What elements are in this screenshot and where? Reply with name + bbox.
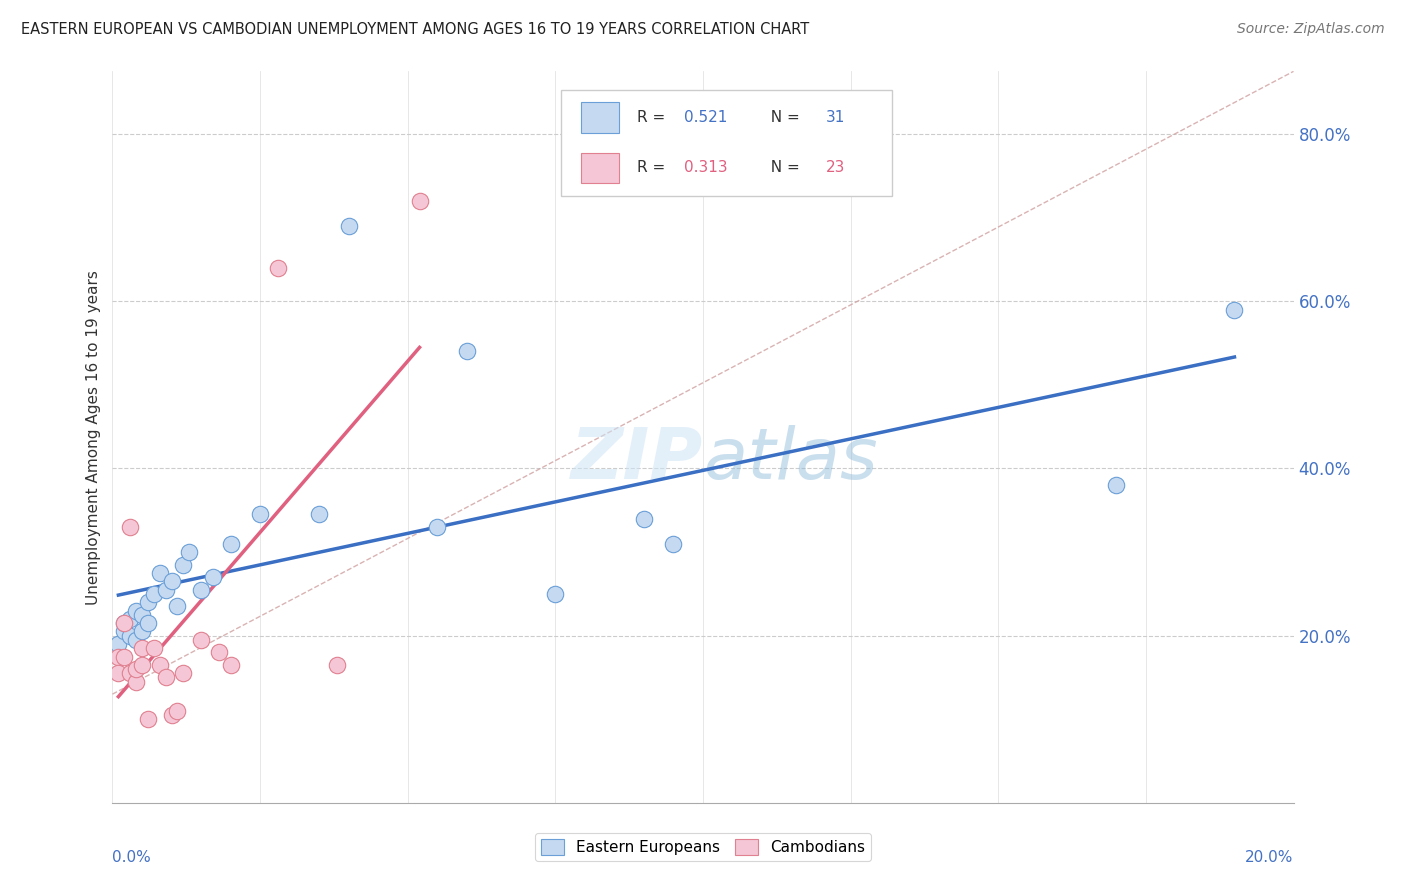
Text: R =: R =	[637, 110, 671, 125]
Point	[326, 657, 349, 672]
Point	[172, 558, 194, 572]
Point	[112, 616, 135, 631]
Point	[408, 194, 430, 208]
Point	[219, 536, 242, 550]
Point	[112, 649, 135, 664]
Point	[544, 587, 567, 601]
Point	[136, 595, 159, 609]
Point	[249, 508, 271, 522]
Point	[166, 704, 188, 718]
Point	[120, 612, 142, 626]
Point	[179, 545, 201, 559]
Text: N =: N =	[761, 161, 804, 176]
Text: 0.0%: 0.0%	[112, 850, 152, 865]
Text: Source: ZipAtlas.com: Source: ZipAtlas.com	[1237, 22, 1385, 37]
Point	[131, 607, 153, 622]
Point	[120, 520, 142, 534]
Text: atlas: atlas	[703, 425, 877, 493]
Point	[219, 657, 242, 672]
Point	[166, 599, 188, 614]
Point	[1223, 302, 1246, 317]
Point	[155, 582, 177, 597]
Text: 31: 31	[825, 110, 845, 125]
Point	[160, 708, 183, 723]
Point	[190, 582, 212, 597]
Point	[136, 712, 159, 726]
Point	[142, 641, 165, 656]
Point	[131, 657, 153, 672]
Point	[662, 536, 685, 550]
Point	[155, 670, 177, 684]
Point	[112, 624, 135, 639]
Point	[308, 508, 330, 522]
Legend: Eastern Europeans, Cambodians: Eastern Europeans, Cambodians	[534, 833, 872, 861]
Point	[1105, 478, 1128, 492]
Point	[125, 674, 148, 689]
Point	[131, 641, 153, 656]
Point	[131, 624, 153, 639]
Point	[107, 666, 129, 681]
Point	[125, 632, 148, 647]
FancyBboxPatch shape	[561, 90, 891, 195]
Y-axis label: Unemployment Among Ages 16 to 19 years: Unemployment Among Ages 16 to 19 years	[86, 269, 101, 605]
Point	[120, 666, 142, 681]
Point	[190, 632, 212, 647]
Point	[125, 662, 148, 676]
Point	[201, 570, 224, 584]
Point	[160, 574, 183, 589]
Point	[120, 629, 142, 643]
Text: ZIP: ZIP	[571, 425, 703, 493]
Text: R =: R =	[637, 161, 671, 176]
Point	[125, 603, 148, 617]
Text: 0.521: 0.521	[685, 110, 727, 125]
Point	[136, 616, 159, 631]
Point	[107, 637, 129, 651]
Point	[172, 666, 194, 681]
Point	[112, 616, 135, 631]
Point	[426, 520, 449, 534]
Point	[149, 566, 172, 580]
Point	[208, 645, 231, 659]
Point	[142, 587, 165, 601]
FancyBboxPatch shape	[581, 153, 619, 183]
Text: N =: N =	[761, 110, 804, 125]
Point	[267, 260, 290, 275]
Point	[456, 344, 478, 359]
FancyBboxPatch shape	[581, 102, 619, 133]
Text: 0.313: 0.313	[685, 161, 728, 176]
Point	[337, 219, 360, 233]
Text: 20.0%: 20.0%	[1246, 850, 1294, 865]
Point	[633, 511, 655, 525]
Point	[107, 649, 129, 664]
Text: 23: 23	[825, 161, 845, 176]
Text: EASTERN EUROPEAN VS CAMBODIAN UNEMPLOYMENT AMONG AGES 16 TO 19 YEARS CORRELATION: EASTERN EUROPEAN VS CAMBODIAN UNEMPLOYME…	[21, 22, 810, 37]
Point	[149, 657, 172, 672]
